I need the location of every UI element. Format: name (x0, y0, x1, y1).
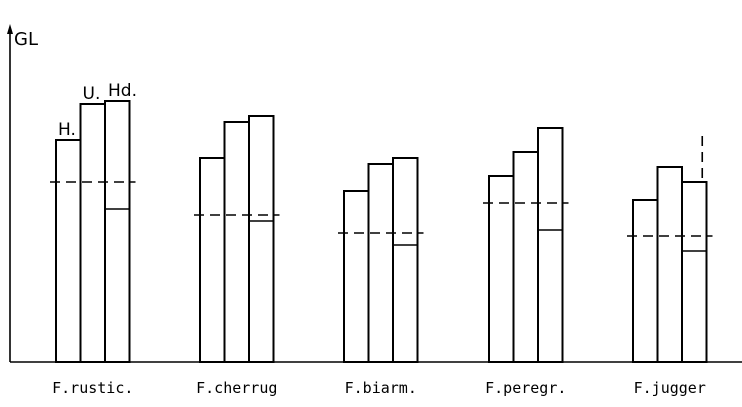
series-label-h: H. (58, 120, 76, 140)
bar-hd-4 (681, 181, 708, 363)
category-label-2: F.biarm. (345, 379, 417, 397)
category-label-4: F.jugger (634, 379, 706, 397)
bar-hd-2 (392, 157, 419, 363)
series-label-hd: Hd. (108, 81, 137, 101)
bar-h-3 (488, 175, 515, 363)
category-label-0: F.rustic. (52, 379, 133, 397)
labels-layer: H. U. Hd. F.rustic. F.cherrug F.biarm. F.pereg… (52, 81, 706, 397)
y-axis-label: GL (14, 29, 38, 50)
bar-u-4 (656, 166, 683, 363)
bar-h-1 (199, 157, 226, 363)
reference-lines-layer (50, 136, 713, 237)
bars-layer (55, 100, 708, 363)
bar-hd-0 (104, 100, 131, 363)
bar-u-1 (223, 121, 250, 363)
bar-u-3 (512, 151, 539, 363)
y-axis-arrow (7, 24, 13, 34)
bar-h-4 (632, 199, 659, 363)
bar-hd-3 (537, 127, 564, 363)
bar-u-0 (79, 103, 106, 363)
bar-h-0 (55, 139, 82, 363)
bar-h-2 (343, 190, 370, 363)
bar-hd-1 (248, 115, 275, 363)
bar-u-2 (367, 163, 394, 363)
series-label-u: U. (83, 84, 101, 104)
category-label-1: F.cherrug (196, 379, 277, 397)
category-label-3: F.peregr. (485, 379, 566, 397)
